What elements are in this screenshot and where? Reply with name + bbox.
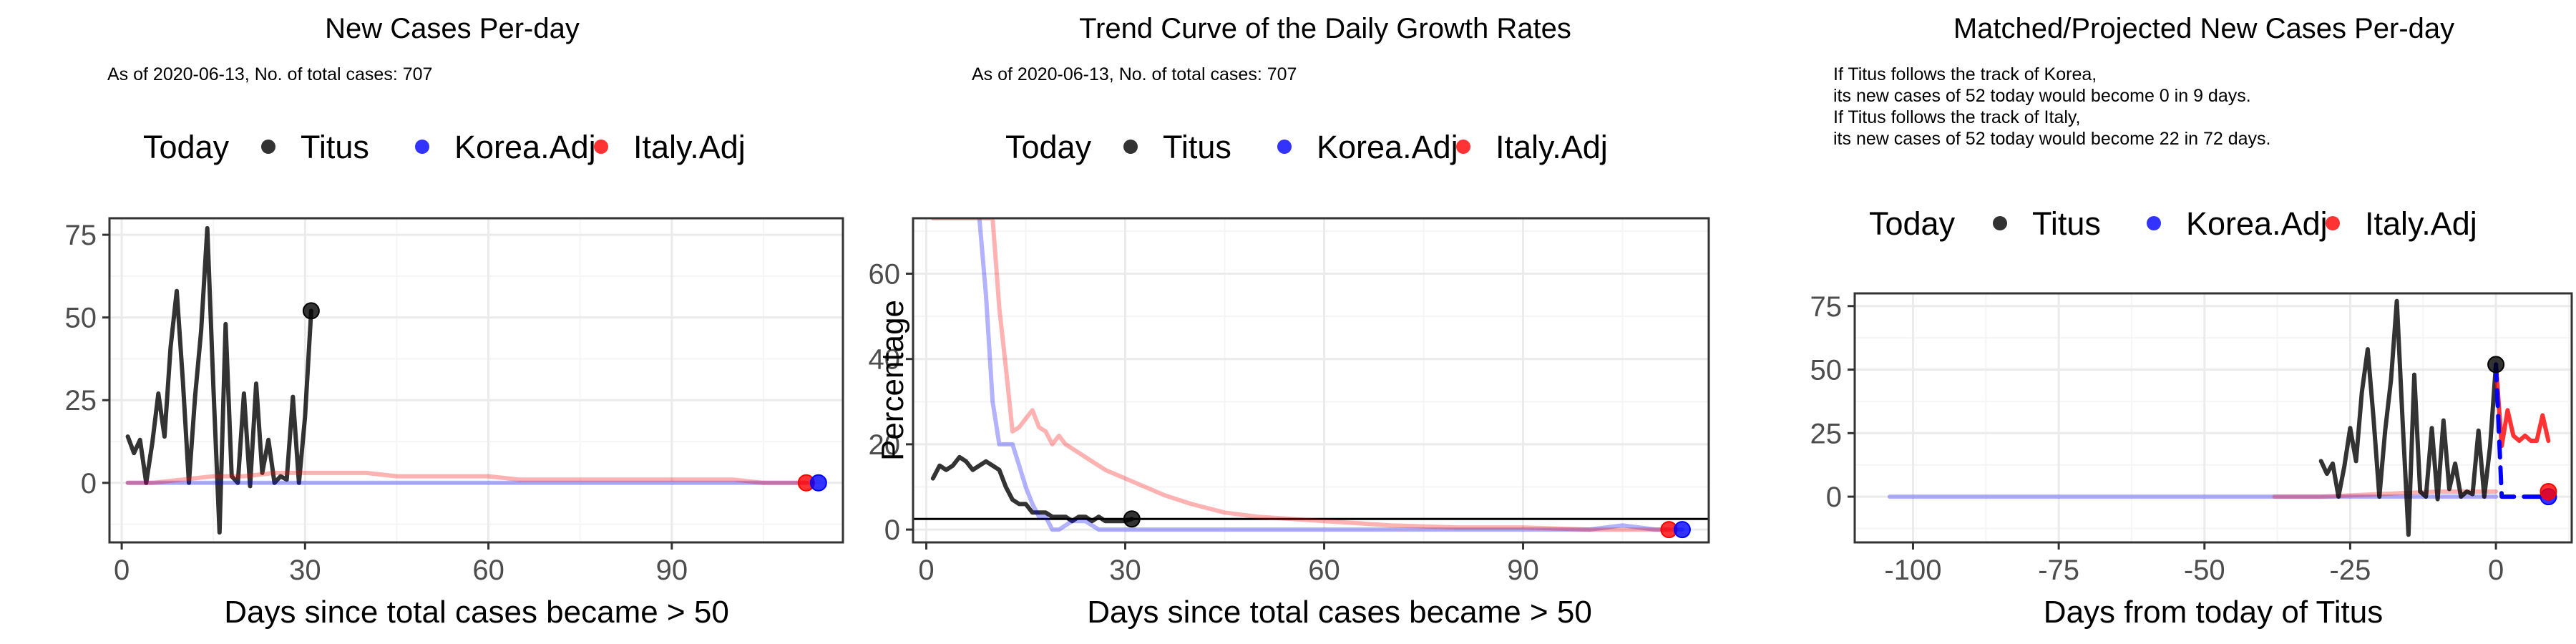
x-tick-label: 60 xyxy=(472,555,504,586)
x-tick-label: 30 xyxy=(1109,555,1141,586)
legend-title: Today xyxy=(143,129,230,165)
y-axis-title: Percentage xyxy=(875,300,910,461)
legend: Today Titus Korea.Adj Italy.Adj xyxy=(143,129,746,165)
series-line-italy-adj-projection xyxy=(2494,362,2551,449)
point-titus xyxy=(1123,510,1141,528)
y-tick-label: 25 xyxy=(1810,418,1843,449)
chart-subtitle: As of 2020-06-13, No. of total cases: 70… xyxy=(107,64,432,84)
point-italy-adj xyxy=(2540,482,2557,500)
legend-key-italy-adj xyxy=(594,140,608,154)
x-tick-label: 90 xyxy=(656,555,688,586)
chart-subtitle: If Titus follows the track of Korea, xyxy=(1833,64,2097,84)
legend: Today Titus Korea.Adj Italy.Adj xyxy=(1005,129,1608,165)
x-tick-label: -50 xyxy=(2184,555,2225,586)
series-line-korea-adj-projection xyxy=(2494,362,2551,499)
y-tick-label: 40 xyxy=(869,344,901,376)
series-line-titus xyxy=(125,225,313,535)
legend-key-italy-adj xyxy=(2326,216,2340,230)
plot-area xyxy=(125,225,815,535)
series-line-italy-adj xyxy=(125,470,809,485)
series-line-titus xyxy=(2318,298,2499,537)
y-tick-label: 20 xyxy=(869,429,901,461)
legend-label: Titus xyxy=(2032,205,2101,242)
chart-title: Matched/Projected New Cases Per-day xyxy=(1953,13,2454,44)
legend-title: Today xyxy=(1869,205,1956,242)
series-line-titus xyxy=(930,454,1134,524)
legend-label: Korea.Adj xyxy=(1317,129,1458,165)
x-tick-label: -75 xyxy=(2038,555,2079,586)
chart-3: Matched/Projected New Cases Per-day If Ti… xyxy=(1810,13,2573,630)
chart-title: New Cases Per-day xyxy=(325,13,580,44)
x-tick-label: 0 xyxy=(114,555,130,586)
x-tick-label: -100 xyxy=(1884,555,1941,586)
x-tick-label: 0 xyxy=(2488,555,2504,586)
legend-key-titus xyxy=(1993,216,2007,230)
legend-label: Titus xyxy=(1163,129,1231,165)
y-tick-label: 75 xyxy=(1810,291,1843,323)
chart-title: Trend Curve of the Daily Growth Rates xyxy=(1079,13,1571,44)
legend: Today Titus Korea.Adj Italy.Adj xyxy=(1869,205,2477,242)
legend-label: Italy.Adj xyxy=(633,129,746,165)
panel-border xyxy=(1853,292,2573,544)
legend-title: Today xyxy=(1005,129,1092,165)
series-line-korea-adj xyxy=(977,218,1684,532)
chart-subtitle: its new cases of 52 today would become 0… xyxy=(1833,86,2251,106)
y-tick-label: 50 xyxy=(1810,355,1843,386)
x-axis-title: Days since total cases became > 50 xyxy=(224,595,729,630)
plot-area xyxy=(1887,298,2551,537)
x-axis-title: Days from today of Titus xyxy=(2044,595,2383,630)
point-korea-adj xyxy=(809,474,827,492)
chart-subtitle: As of 2020-06-13, No. of total cases: 70… xyxy=(972,64,1297,84)
legend-label: Italy.Adj xyxy=(1496,129,1608,165)
x-tick-label: 90 xyxy=(1507,555,1539,586)
legend-key-korea-adj xyxy=(1277,140,1292,154)
legend-key-korea-adj xyxy=(415,140,429,154)
x-axis-title: Days since total cases became > 50 xyxy=(1087,595,1592,630)
point-korea-adj xyxy=(1673,521,1691,539)
y-tick-label: 0 xyxy=(1826,482,1842,513)
chart-1: New Cases Per-day As of 2020-06-13, No. o… xyxy=(65,13,844,630)
plot-panel xyxy=(109,218,843,542)
legend-label: Italy.Adj xyxy=(2365,205,2477,242)
x-tick-label: 0 xyxy=(918,555,934,586)
panel-border xyxy=(912,217,1710,544)
legend-key-titus xyxy=(261,140,275,154)
chart-2: Trend Curve of the Daily Growth Rates As … xyxy=(869,13,1710,630)
legend-label: Korea.Adj xyxy=(2186,205,2328,242)
x-tick-label: 60 xyxy=(1308,555,1340,586)
panel-border xyxy=(108,217,844,544)
y-tick-label: 75 xyxy=(65,220,97,251)
y-tick-label: 25 xyxy=(65,385,97,416)
plot-area xyxy=(913,218,1709,532)
plot-panel xyxy=(913,218,1709,542)
chart-subtitle: its new cases of 52 today would become 2… xyxy=(1833,129,2270,149)
y-tick-label: 60 xyxy=(869,258,901,290)
x-tick-label: -25 xyxy=(2330,555,2371,586)
legend-label: Korea.Adj xyxy=(454,129,596,165)
y-tick-label: 0 xyxy=(884,514,900,546)
series-line-italy-adj xyxy=(930,218,1672,532)
legend-key-italy-adj xyxy=(1456,140,1470,154)
point-titus xyxy=(2487,356,2505,374)
chart-subtitle: If Titus follows the track of Italy, xyxy=(1833,107,2081,127)
legend-key-titus xyxy=(1123,140,1138,154)
y-tick-label: 0 xyxy=(81,468,97,499)
x-tick-label: 30 xyxy=(289,555,321,586)
legend-key-korea-adj xyxy=(2147,216,2161,230)
plot-panel xyxy=(1855,293,2572,542)
point-titus xyxy=(302,302,320,320)
legend-label: Titus xyxy=(301,129,369,165)
y-tick-label: 50 xyxy=(65,303,97,334)
